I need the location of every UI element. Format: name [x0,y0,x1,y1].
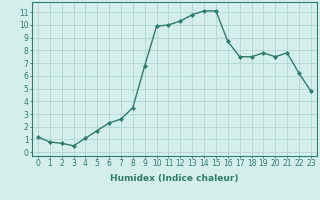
X-axis label: Humidex (Indice chaleur): Humidex (Indice chaleur) [110,174,239,183]
